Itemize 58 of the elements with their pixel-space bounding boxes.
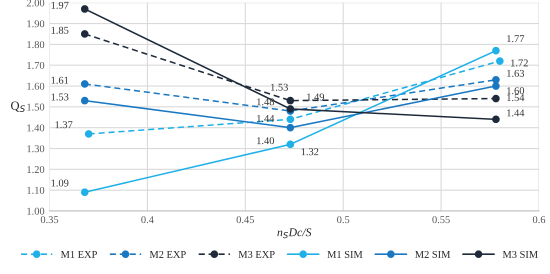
point [80,5,89,13]
data-label: 1.48 [257,98,274,106]
legend-label: M1 EXP [60,250,97,258]
data-label: 1.53 [52,93,68,100]
point [286,96,294,104]
x-tick-label: 0.6 [532,216,546,224]
data-label: 1.09 [52,179,68,187]
y-tick-label: 1.00 [27,208,44,215]
x-tick-label: 0.4 [141,216,154,224]
data-label: 1.63 [507,70,524,77]
data-label: 1.97 [52,2,69,9]
point [80,96,89,104]
legend-label: M3 EXP [238,250,275,258]
x-tick-label: 0.55 [432,216,450,224]
y-axis-title: Q$_{S}$ [11,101,25,112]
data-label: 1.44 [507,109,524,116]
legend-label: M3 SIM [502,250,538,258]
data-label: 1.61 [52,76,68,84]
point [492,116,500,124]
point [492,46,500,54]
data-label: 1.77 [507,35,524,42]
data-label: 1.40 [257,137,274,144]
legend-label: M2 SIM [415,250,450,258]
point [492,76,500,84]
data-label: 1.32 [302,148,318,156]
x-tick-label: 0.45 [236,216,254,224]
point [80,30,89,38]
x-tick-label: 0.5 [337,216,350,224]
data-label: 1.53 [271,84,288,91]
data-label: 1.60 [507,87,524,94]
data-label: 1.37 [55,121,72,128]
point [492,82,500,90]
point [80,188,89,196]
y-tick-label: 1.50 [27,104,44,111]
y-tick-label: 1.10 [27,186,44,194]
x-axis-title: n$_{S}$Dc/S [277,228,312,238]
data-label: 1.44 [257,114,274,122]
point [84,130,92,138]
point [286,116,294,124]
y-tick-label: 1.70 [27,62,44,69]
data-label: 1.54 [507,94,524,102]
y-tick-label: 1.30 [27,145,44,152]
y-tick-label: 1.80 [27,41,44,48]
x-tick-label: 0.35 [40,216,58,224]
data-label: 1.72 [511,59,528,66]
legend-label: M2 EXP [150,250,186,258]
y-tick-label: 1.90 [27,20,44,28]
y-tick-label: 1.40 [27,124,44,132]
point [80,80,89,88]
point [496,57,504,65]
legend-label: M1 SIM [327,250,362,258]
y-tick-label: 1.60 [27,82,44,90]
point [492,94,500,102]
point [286,124,294,132]
point [286,140,294,148]
data-label: 1.49 [307,93,324,100]
data-label: 1.85 [52,26,68,34]
y-tick-label: 1.20 [27,166,44,174]
